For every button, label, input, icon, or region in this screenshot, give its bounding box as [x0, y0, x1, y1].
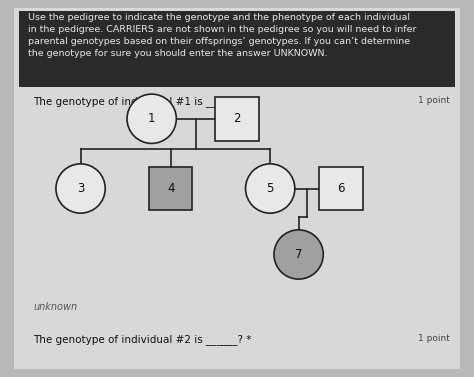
FancyBboxPatch shape [14, 8, 460, 369]
Bar [215, 97, 259, 141]
Text: The genotype of individual #1 is ______? *: The genotype of individual #1 is ______?… [33, 96, 252, 107]
Text: The genotype of individual #2 is ______? *: The genotype of individual #2 is ______?… [33, 334, 252, 345]
Text: unknown: unknown [33, 302, 77, 312]
Bar [149, 167, 192, 210]
Ellipse shape [127, 94, 176, 143]
Text: 5: 5 [266, 182, 274, 195]
Text: 7: 7 [295, 248, 302, 261]
Text: 1 point: 1 point [419, 96, 450, 105]
Bar [319, 167, 363, 210]
Text: 6: 6 [337, 182, 345, 195]
Text: 1 point: 1 point [419, 334, 450, 343]
Ellipse shape [246, 164, 295, 213]
Text: 1: 1 [148, 112, 155, 125]
Ellipse shape [274, 230, 323, 279]
Bar [19, 11, 455, 87]
Text: 4: 4 [167, 182, 174, 195]
Text: 3: 3 [77, 182, 84, 195]
Text: Use the pedigree to indicate the genotype and the phenotype of each individual
i: Use the pedigree to indicate the genotyp… [28, 13, 417, 58]
Text: 2: 2 [233, 112, 241, 125]
Ellipse shape [56, 164, 105, 213]
